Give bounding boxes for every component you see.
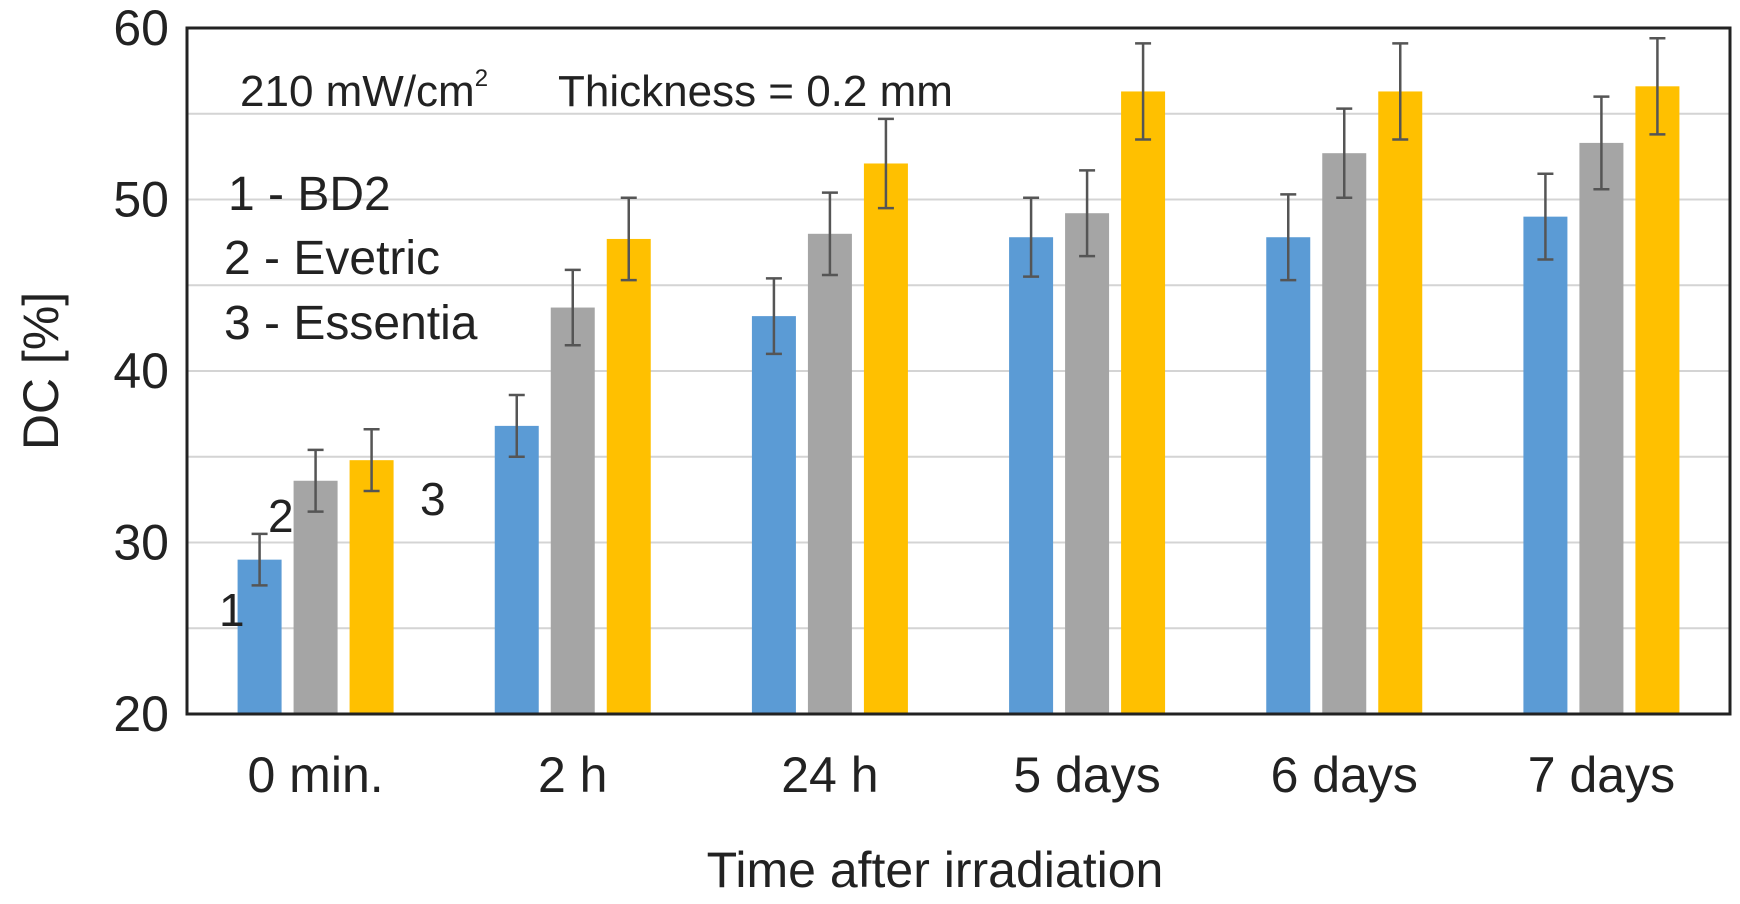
y-tick-label: 20 [113, 686, 169, 742]
bar-bd2-1 [494, 425, 539, 714]
error-bar [564, 268, 581, 347]
intensity-annotation: 210 mW/cm2 [240, 65, 488, 116]
legend-entry-bd2: 1 - BD2 [228, 168, 391, 221]
error-bar [1280, 193, 1297, 282]
y-tick-labels: 20 30 40 50 60 [113, 0, 169, 742]
thickness-annotation: Thickness = 0.2 mm [558, 67, 953, 116]
bar-evetric-1 [550, 307, 595, 714]
y-tick-label: 60 [113, 0, 169, 56]
plot-frame [185, 26, 1732, 716]
error-bar [1336, 107, 1353, 200]
bar-bd2-5 [1523, 216, 1568, 714]
x-tick-label: 24 h [781, 747, 878, 803]
error-bar [821, 191, 838, 277]
x-tick-label: 2 h [538, 747, 608, 803]
error-bar [508, 393, 525, 458]
legend: 1 - BD2 2 - Evetric 3 - Essentia [224, 168, 478, 350]
error-bar [1649, 37, 1666, 136]
error-bar [1079, 169, 1096, 258]
bar-bd2-2 [751, 316, 796, 714]
bar-evetric-3 [1065, 213, 1110, 714]
bar-essentia-3 [1121, 91, 1166, 714]
bar-essentia-1 [606, 238, 651, 714]
x-tick-label: 6 days [1271, 747, 1418, 803]
error-bar [877, 117, 894, 210]
error-bar [363, 428, 380, 493]
intensity-superscript: 2 [475, 65, 488, 92]
x-tick-label: 0 min. [247, 747, 383, 803]
error-bar [620, 196, 637, 282]
bar-label-2: 2 [268, 490, 294, 542]
legend-entry-essentia: 3 - Essentia [224, 297, 478, 350]
x-tick-label: 7 days [1528, 747, 1675, 803]
error-bar [765, 277, 782, 356]
bar-label-1: 1 [219, 584, 245, 636]
y-tick-label: 40 [113, 343, 169, 399]
bar-essentia-2 [863, 163, 908, 715]
bar-essentia-0 [349, 460, 394, 714]
bar-essentia-5 [1635, 86, 1680, 714]
x-tick-labels: 0 min. 2 h 24 h 5 days 6 days 7 days [247, 747, 1675, 803]
error-bar [1392, 42, 1409, 141]
y-tick-label: 30 [113, 515, 169, 571]
error-bar [251, 532, 268, 587]
bar-bd2-4 [1266, 237, 1311, 715]
y-axis-title: DC [%] [13, 292, 69, 450]
x-axis-title: Time after irradiation [707, 842, 1164, 898]
legend-entry-evetric: 2 - Evetric [224, 232, 440, 285]
bar-evetric-0 [293, 480, 338, 714]
error-bar [1537, 172, 1554, 261]
bar-evetric-2 [807, 233, 852, 715]
bars [237, 86, 1680, 715]
error-bar [1593, 95, 1610, 191]
error-bar [1135, 42, 1152, 141]
error-bars [251, 37, 1666, 587]
x-tick-label: 5 days [1013, 747, 1160, 803]
bar-essentia-4 [1378, 91, 1423, 714]
intensity-text: 210 mW/cm [240, 67, 475, 116]
bar-label-3: 3 [420, 473, 446, 525]
bar-evetric-5 [1579, 142, 1624, 714]
bar-bd2-3 [1009, 237, 1054, 715]
gridlines [187, 112, 1730, 630]
error-bar [1023, 196, 1040, 278]
y-tick-label: 50 [113, 172, 169, 228]
error-bar [307, 448, 324, 513]
bar-evetric-4 [1322, 153, 1367, 714]
